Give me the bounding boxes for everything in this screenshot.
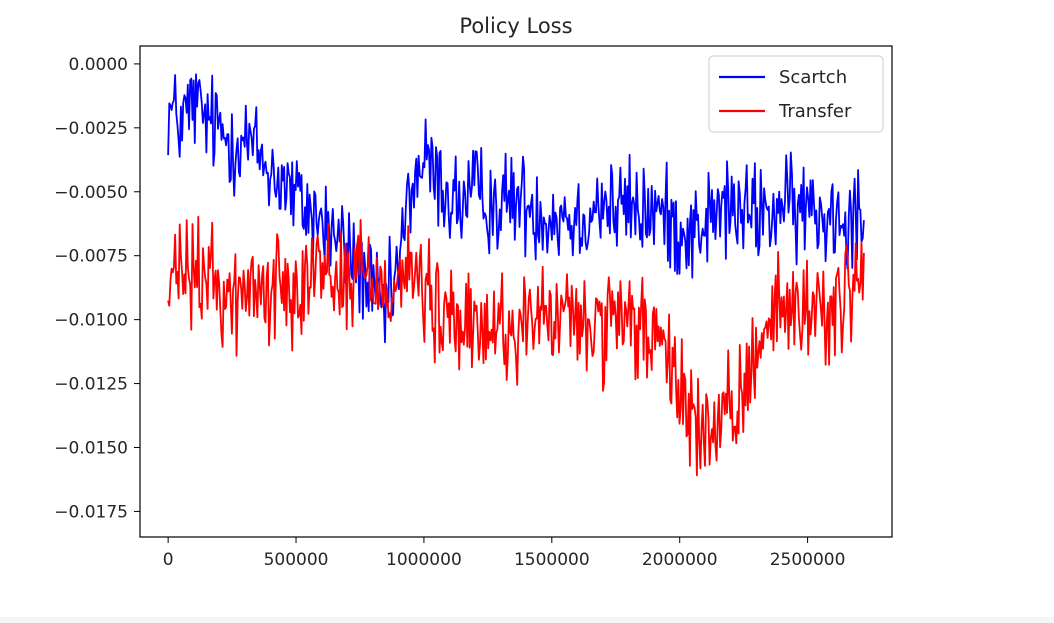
series-line-scartch <box>167 73 865 344</box>
y-tick-label: −0.0150 <box>54 438 128 458</box>
bottom-strip <box>0 617 1054 623</box>
x-tick-label: 1000000 <box>386 550 462 570</box>
x-tick-label: 0 <box>163 550 174 570</box>
y-tick-label: −0.0125 <box>54 375 128 395</box>
legend-label-transfer: Transfer <box>778 101 852 122</box>
plot-frame <box>139 45 893 538</box>
x-axis: 0 500000 1000000 1500000 2000000 2500000 <box>163 537 846 570</box>
legend-label-scartch: Scartch <box>779 67 847 88</box>
series-layer <box>167 73 865 477</box>
legend: Scartch Transfer <box>708 55 884 133</box>
y-tick-label: 0.0000 <box>69 55 128 75</box>
x-tick-label: 2500000 <box>770 550 846 570</box>
y-tick-label: −0.0075 <box>54 247 128 267</box>
chart-title: Policy Loss <box>459 14 572 38</box>
legend-box <box>708 55 884 133</box>
x-tick-label: 1500000 <box>514 550 590 570</box>
y-tick-label: −0.0025 <box>54 119 128 139</box>
y-tick-label: −0.0175 <box>54 502 128 522</box>
y-axis: 0.0000 −0.0025 −0.0050 −0.0075 −0.0100 −0.012… <box>54 55 140 522</box>
x-tick-label: 500000 <box>264 550 329 570</box>
x-tick-label: 2000000 <box>642 550 718 570</box>
y-tick-label: −0.0050 <box>54 183 128 203</box>
y-tick-label: −0.0100 <box>54 311 128 331</box>
series-line-transfer <box>167 215 865 477</box>
